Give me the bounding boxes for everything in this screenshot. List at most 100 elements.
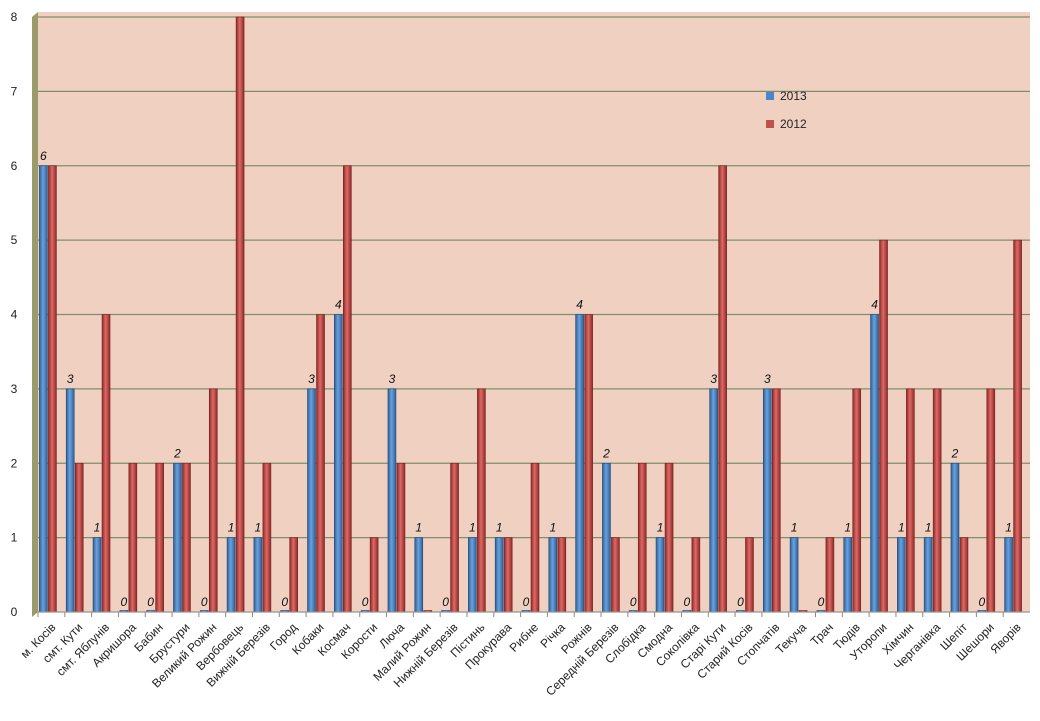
- bar-2013: [39, 165, 48, 613]
- bar-2012: [316, 314, 325, 613]
- bar-2012: [906, 388, 915, 613]
- bar-2012: [959, 537, 969, 613]
- data-label: 0: [281, 595, 288, 609]
- bar-2012: [235, 16, 245, 613]
- data-label: 3: [764, 372, 771, 386]
- data-label: 2: [173, 446, 181, 460]
- data-label: 1: [255, 521, 262, 535]
- bar-2012: [584, 314, 593, 613]
- data-label: 3: [710, 372, 717, 386]
- bar-2013: [334, 314, 343, 613]
- y-tick-label: 6: [11, 159, 18, 173]
- bar-2013: [897, 537, 906, 613]
- data-label: 0: [201, 595, 208, 609]
- bar-2013: [575, 314, 584, 613]
- bar-2012: [396, 462, 406, 613]
- bar-2012: [182, 462, 191, 613]
- y-tick-label: 0: [11, 605, 18, 619]
- data-label: 0: [684, 595, 691, 609]
- legend-swatch-2013: [766, 92, 774, 100]
- data-label: 1: [657, 521, 664, 535]
- bar-2012: [530, 462, 540, 613]
- data-label: 4: [576, 298, 583, 312]
- bar-2012: [557, 537, 567, 613]
- bar-2012: [155, 462, 164, 613]
- bar-2013: [307, 388, 316, 613]
- data-label: 1: [844, 521, 851, 535]
- y-tick-label: 1: [11, 531, 18, 545]
- bar-2012: [611, 537, 620, 613]
- bar-2012: [1013, 239, 1022, 613]
- y-tick-label: 5: [11, 233, 18, 247]
- data-label: 1: [415, 521, 422, 535]
- data-label: 0: [147, 595, 154, 609]
- data-label: 0: [630, 595, 637, 609]
- bar-2013: [226, 537, 236, 613]
- bar-2012: [986, 388, 996, 613]
- bar-2012: [477, 388, 486, 613]
- legend-label-2013: 2013: [780, 89, 807, 103]
- data-label: 1: [469, 521, 476, 535]
- bar-2013: [709, 388, 718, 613]
- bar-2012: [664, 462, 674, 613]
- y-tick-label: 2: [11, 456, 18, 470]
- bar-2013: [843, 537, 853, 613]
- bar-2013: [387, 388, 397, 613]
- bar-2013: [414, 537, 424, 613]
- bar-2013: [65, 388, 75, 613]
- bar-2012: [852, 388, 862, 613]
- data-label: 1: [496, 521, 503, 535]
- bar-2012: [101, 314, 111, 613]
- data-label: 1: [94, 521, 101, 535]
- bar-2013: [1004, 537, 1013, 613]
- y-tick-label: 4: [11, 308, 18, 322]
- bar-2013: [92, 537, 102, 613]
- bar-2013: [789, 537, 799, 613]
- bar-2012: [932, 388, 942, 613]
- bar-2013: [655, 537, 665, 613]
- bar-2012: [718, 165, 727, 613]
- data-label: 1: [549, 521, 556, 535]
- side-wall: [32, 12, 38, 617]
- data-label: 1: [228, 521, 235, 535]
- x-tick-label: Рибне: [507, 620, 542, 655]
- legend-swatch-2012: [766, 120, 774, 128]
- bar-2012: [262, 462, 272, 613]
- x-tick-label: Яворів: [987, 620, 1023, 656]
- data-label: 1: [1005, 521, 1012, 535]
- data-label: 2: [602, 446, 610, 460]
- bar-2012: [289, 537, 299, 613]
- data-label: 0: [978, 595, 985, 609]
- bar-2013: [494, 537, 504, 613]
- bar-2013: [950, 462, 960, 613]
- data-label: 4: [871, 298, 878, 312]
- bar-2012: [450, 462, 459, 613]
- bar-2012: [48, 165, 57, 613]
- legend: 2013 2012: [766, 89, 807, 131]
- bar-2013: [762, 388, 772, 613]
- bar-2013: [468, 537, 477, 613]
- bar-2013: [870, 314, 879, 613]
- data-label: 1: [898, 521, 905, 535]
- bar-2012: [691, 537, 701, 613]
- bar-2012: [74, 462, 84, 613]
- bar-2012: [343, 165, 352, 613]
- y-tick-label: 7: [11, 84, 18, 98]
- bar-2012: [637, 462, 647, 613]
- legend-label-2012: 2012: [780, 117, 807, 131]
- bar-2012: [771, 388, 781, 613]
- bar-2013: [173, 462, 182, 613]
- bar-2012: [879, 239, 888, 613]
- data-label: 2: [951, 446, 959, 460]
- bar-2013: [548, 537, 558, 613]
- data-label: 3: [389, 372, 396, 386]
- bar-2012: [503, 537, 513, 613]
- bar-2012: [128, 462, 138, 613]
- bar-2012: [208, 388, 218, 613]
- data-label: 6: [40, 149, 47, 163]
- bar-2012: [745, 537, 754, 613]
- y-tick-label: 3: [11, 382, 18, 396]
- x-tick-label: Текуча: [773, 620, 810, 657]
- bar-2012: [369, 537, 379, 613]
